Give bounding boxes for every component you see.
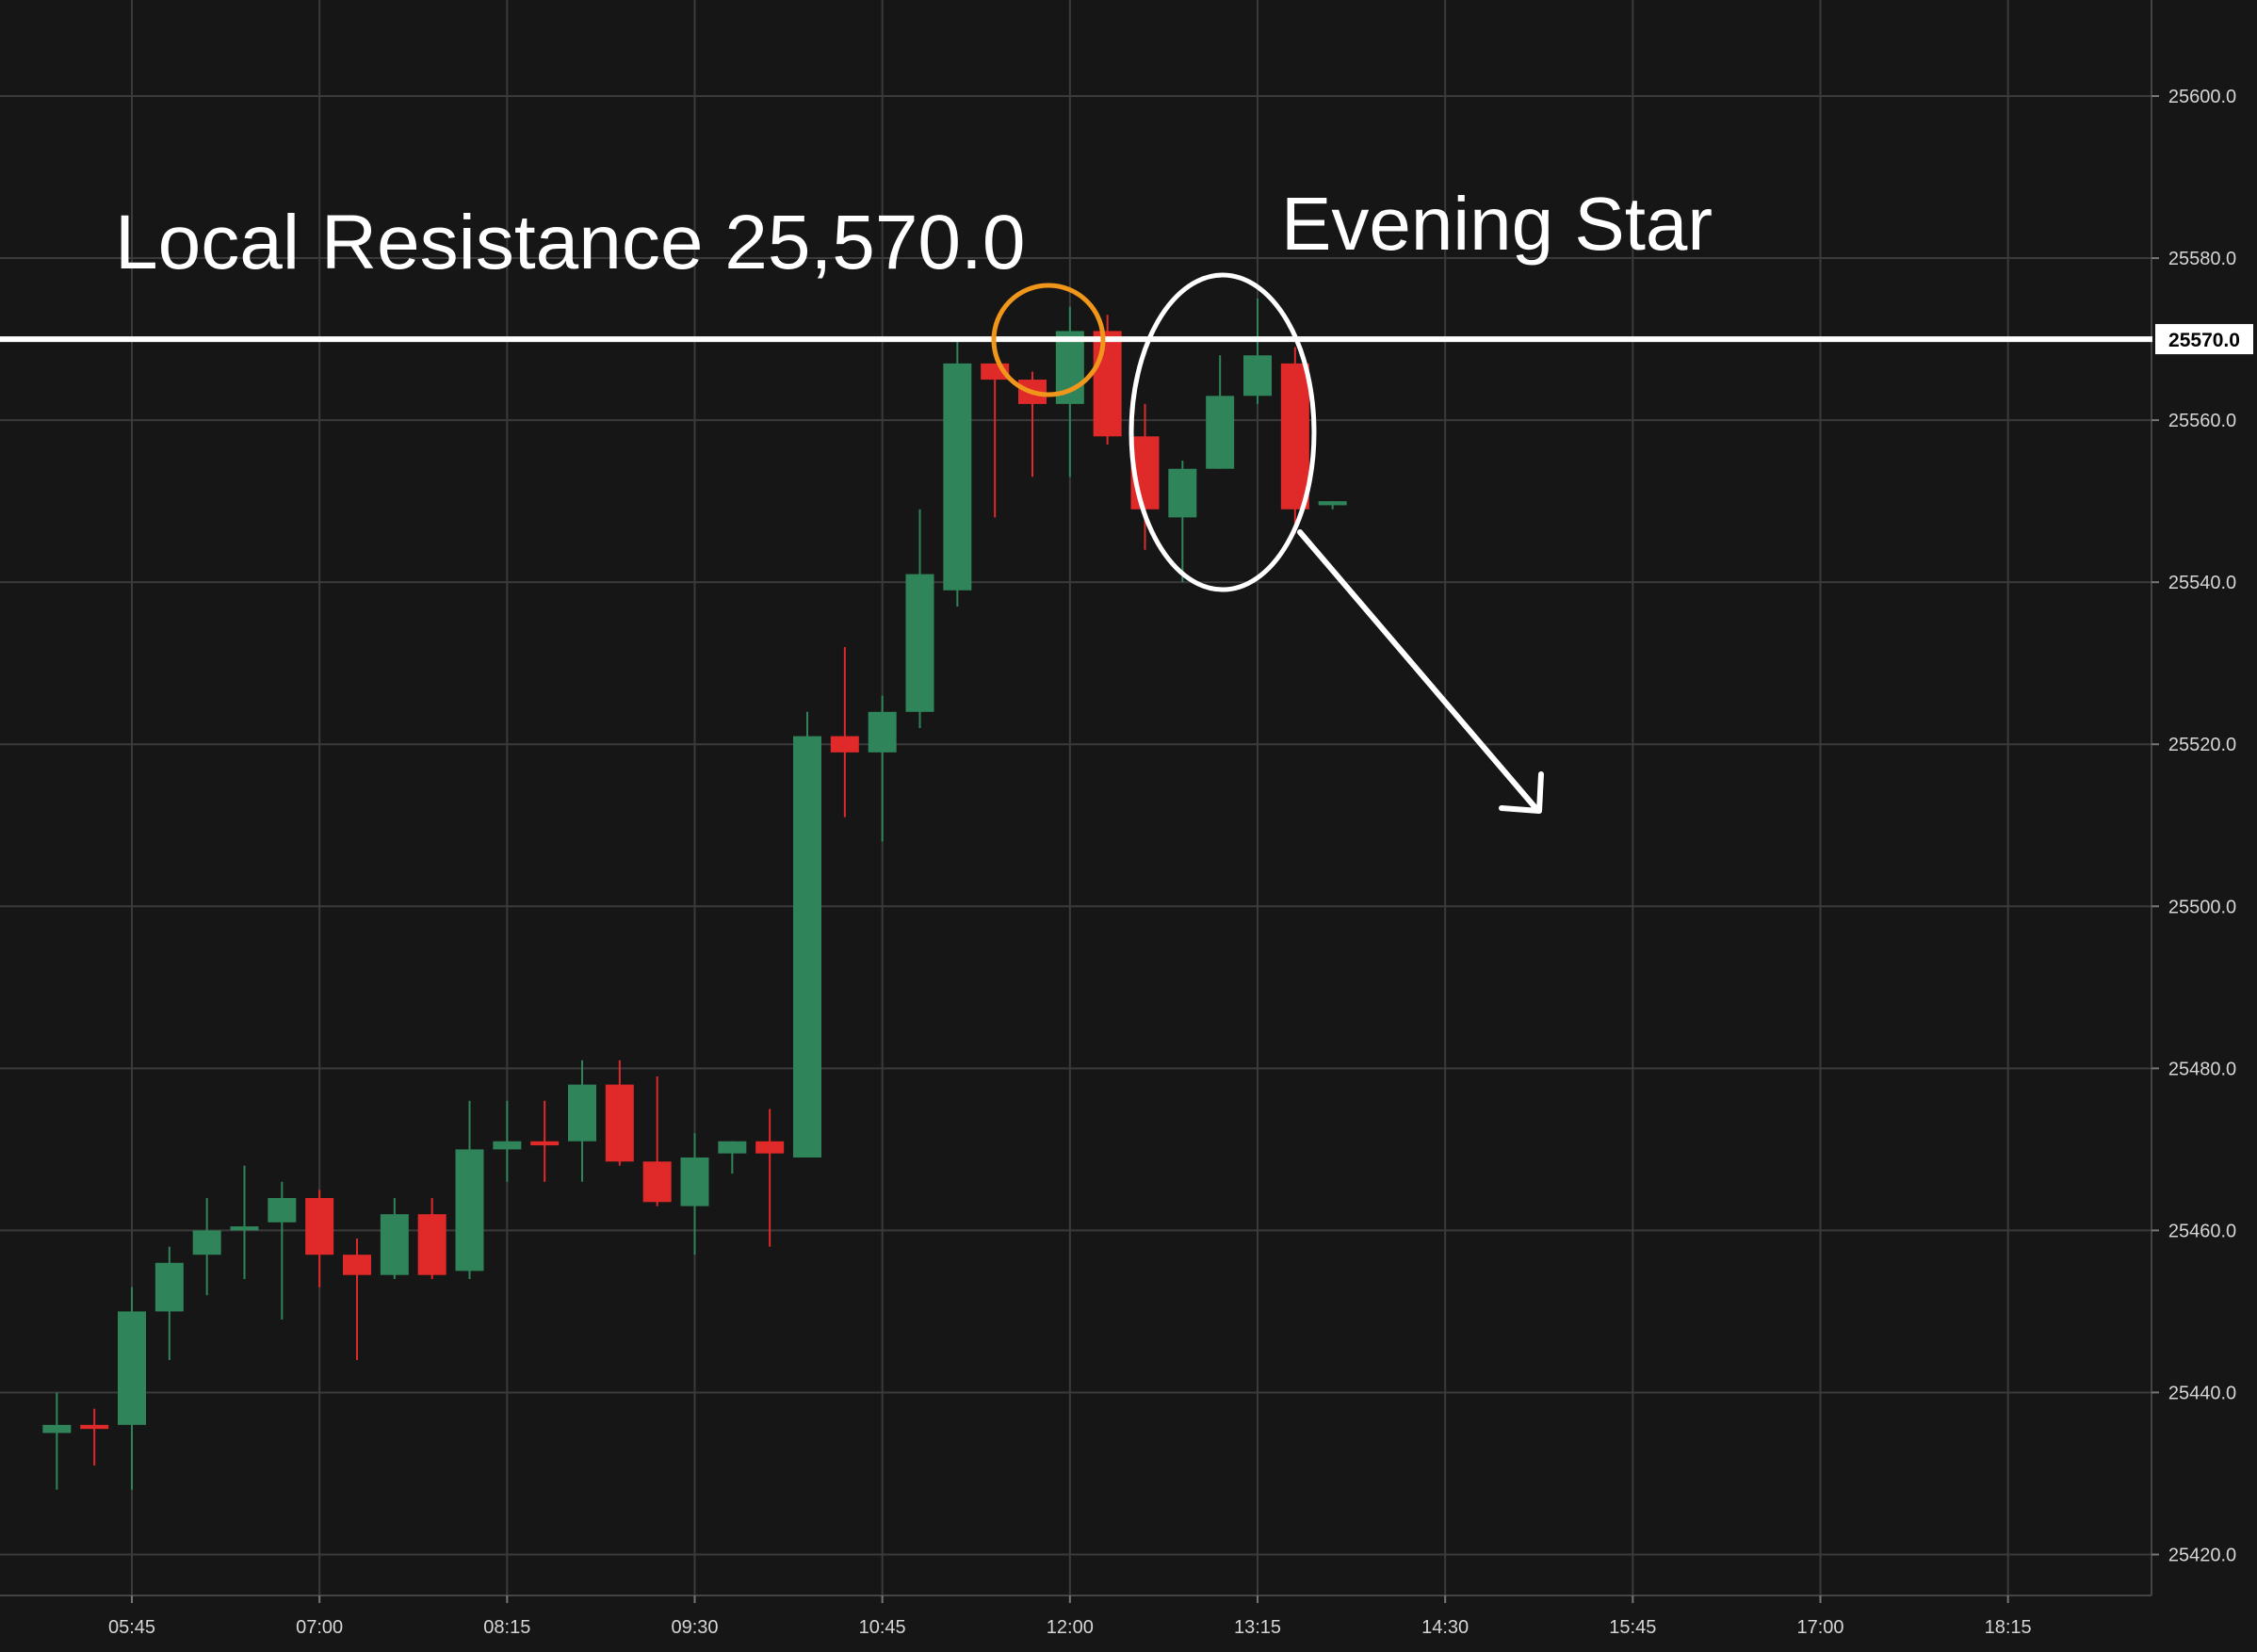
candle-body bbox=[1206, 396, 1235, 469]
candle-bullish[interactable] bbox=[268, 1181, 297, 1320]
candle-bullish[interactable] bbox=[1243, 299, 1272, 404]
y-tick-label: 25560.0 bbox=[2168, 411, 2236, 431]
y-tick-label: 25500.0 bbox=[2168, 897, 2236, 917]
candle-bearish[interactable] bbox=[755, 1109, 785, 1247]
x-tick-label: 09:30 bbox=[671, 1617, 718, 1638]
candle-bearish[interactable] bbox=[305, 1190, 334, 1288]
candle-body bbox=[868, 711, 897, 753]
y-tick-label: 25420.0 bbox=[2168, 1546, 2236, 1566]
candle-body bbox=[1280, 363, 1309, 510]
x-tick-label: 12:00 bbox=[1047, 1617, 1094, 1638]
candle-body bbox=[154, 1262, 184, 1312]
arrow-head bbox=[1499, 771, 1544, 814]
candle-bullish[interactable] bbox=[455, 1100, 484, 1280]
candle-bullish[interactable] bbox=[943, 339, 972, 607]
candle-body bbox=[42, 1424, 72, 1433]
candle-bullish[interactable] bbox=[1168, 461, 1197, 583]
x-tick-label: 13:15 bbox=[1234, 1617, 1281, 1638]
candle-body bbox=[718, 1141, 747, 1154]
x-tick-label: 08:15 bbox=[483, 1617, 530, 1638]
candle-body bbox=[493, 1141, 522, 1150]
x-tick-label: 14:30 bbox=[1421, 1617, 1469, 1638]
x-tick-label: 10:45 bbox=[859, 1617, 906, 1638]
candle-body bbox=[230, 1226, 259, 1231]
candle-body bbox=[830, 736, 859, 753]
x-tick-label: 17:00 bbox=[1796, 1617, 1843, 1638]
resistance-price-tag-label: 25570.0 bbox=[2168, 330, 2240, 351]
candle-body bbox=[1318, 501, 1347, 506]
candle-body bbox=[568, 1084, 596, 1142]
candle-body bbox=[905, 574, 934, 712]
candle-body bbox=[605, 1084, 634, 1162]
resistance-price-tag: 25570.0 bbox=[2155, 324, 2253, 355]
candle-body bbox=[530, 1141, 560, 1146]
candle-bearish[interactable] bbox=[530, 1100, 560, 1182]
y-tick-label: 25540.0 bbox=[2168, 573, 2236, 593]
arrow-shaft bbox=[1297, 529, 1540, 813]
candle-bearish[interactable] bbox=[605, 1060, 634, 1166]
candle-body bbox=[380, 1214, 409, 1275]
candle-body bbox=[793, 736, 821, 1158]
candle-bullish[interactable] bbox=[118, 1287, 146, 1490]
candle-body bbox=[642, 1161, 672, 1203]
candle-body bbox=[80, 1424, 109, 1430]
candle-body bbox=[417, 1214, 447, 1275]
time-axis[interactable]: 05:45 07:00 08:15 09:30 10:45 12:00 13:15 14:30… bbox=[108, 1595, 2032, 1638]
candle-body bbox=[343, 1255, 371, 1275]
candle-bullish[interactable] bbox=[42, 1392, 72, 1490]
candle-bullish[interactable] bbox=[1206, 355, 1235, 469]
candle-bullish[interactable] bbox=[680, 1133, 709, 1255]
bearish-projection-arrow bbox=[1297, 529, 1544, 814]
x-tick-label: 05:45 bbox=[108, 1617, 155, 1638]
evening-star-annotation-label: Evening Star bbox=[1281, 182, 1713, 266]
resistance-price-tag-background bbox=[2155, 324, 2253, 355]
candle-bullish[interactable] bbox=[793, 711, 821, 1158]
y-tick-label: 25520.0 bbox=[2168, 735, 2236, 755]
y-tick-label: 25440.0 bbox=[2168, 1383, 2236, 1403]
y-tick-label: 25460.0 bbox=[2168, 1221, 2236, 1241]
evening-star-highlight-ellipse bbox=[1128, 272, 1317, 592]
candle-bearish[interactable] bbox=[642, 1076, 672, 1207]
x-tick-label: 18:15 bbox=[1985, 1617, 2032, 1638]
candle-bullish[interactable] bbox=[230, 1165, 259, 1280]
candle-bullish[interactable] bbox=[718, 1141, 747, 1174]
candle-body bbox=[680, 1157, 709, 1207]
y-tick-label: 25480.0 bbox=[2168, 1059, 2236, 1079]
candle-bearish[interactable] bbox=[417, 1197, 447, 1280]
candle-bullish[interactable] bbox=[154, 1246, 184, 1361]
candle-bearish[interactable] bbox=[1093, 315, 1122, 445]
candle-body bbox=[1093, 331, 1122, 437]
candle-bullish[interactable] bbox=[192, 1197, 221, 1296]
y-tick-label: 25580.0 bbox=[2168, 249, 2236, 269]
candle-body bbox=[192, 1230, 221, 1255]
double-top-highlight-circle bbox=[991, 283, 1106, 397]
candle-body bbox=[1243, 355, 1272, 397]
candle-body bbox=[943, 363, 972, 591]
x-tick-label: 07:00 bbox=[296, 1617, 343, 1638]
candle-bullish[interactable] bbox=[1318, 501, 1347, 510]
x-tick-label: 15:45 bbox=[1609, 1617, 1656, 1638]
candle-body bbox=[755, 1141, 785, 1154]
candle-body bbox=[268, 1197, 297, 1223]
candle-bullish[interactable] bbox=[380, 1197, 409, 1280]
resistance-annotation-label: Local Resistance 25,570.0 bbox=[115, 200, 1025, 285]
candle-body bbox=[305, 1197, 334, 1255]
candle-bullish[interactable] bbox=[905, 509, 934, 729]
candle-bearish[interactable] bbox=[343, 1238, 371, 1361]
candle-bullish[interactable] bbox=[568, 1060, 596, 1182]
candle-bullish[interactable] bbox=[493, 1100, 522, 1182]
candle-bearish[interactable] bbox=[1280, 347, 1309, 534]
candles bbox=[42, 299, 1347, 1490]
candle-bearish[interactable] bbox=[830, 646, 859, 818]
candle-body bbox=[455, 1149, 484, 1271]
candle-bearish[interactable] bbox=[80, 1408, 109, 1466]
candle-bullish[interactable] bbox=[868, 695, 897, 842]
candle-body bbox=[118, 1311, 146, 1425]
candle-body bbox=[1168, 468, 1197, 518]
y-tick-label: 25600.0 bbox=[2168, 87, 2236, 107]
price-axis[interactable]: 25420.0 25440.0 25460.0 25480.0 25500.0 25520… bbox=[2151, 87, 2236, 1566]
